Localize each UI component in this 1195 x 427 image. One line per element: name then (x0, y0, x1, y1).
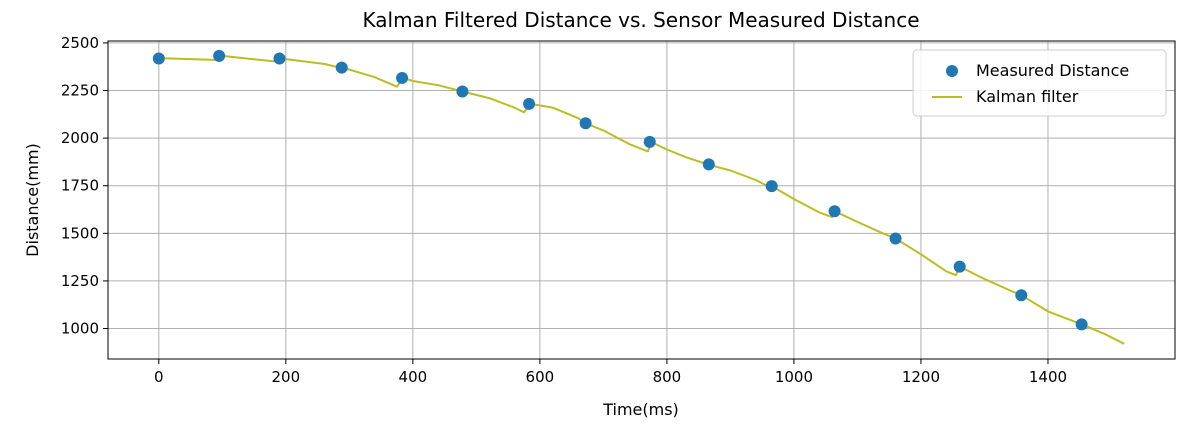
y-tick-label: 1500 (61, 224, 99, 242)
y-tick-label: 2000 (61, 129, 99, 147)
measured-distance-point (643, 135, 656, 148)
measured-distance-point (702, 158, 715, 171)
y-axis-label: Distance(mm) (23, 143, 42, 257)
x-tick-label: 400 (399, 368, 428, 386)
measured-distance-series (152, 49, 1088, 331)
x-tick-label: 1000 (775, 368, 813, 386)
kalman-filter-series (158, 54, 1125, 345)
y-axis: 1000 1250 1500 1750 2000 2250 2500 (61, 34, 108, 338)
x-tick-label: 1400 (1029, 368, 1067, 386)
legend: Measured Distance Kalman filter (912, 49, 1167, 117)
measured-distance-point (953, 260, 966, 273)
y-tick-label: 1750 (61, 177, 99, 195)
legend-marker-measured-distance (946, 65, 958, 77)
measured-distance-point (889, 232, 902, 245)
y-tick-label: 1250 (61, 272, 99, 290)
measured-distance-point (213, 49, 226, 62)
chart-title: Kalman Filtered Distance vs. Sensor Meas… (363, 8, 920, 32)
measured-distance-point (335, 61, 348, 74)
y-tick-label: 1000 (61, 320, 99, 338)
kalman-filter-line (158, 54, 1125, 345)
measured-distance-point (1075, 318, 1088, 331)
measured-distance-point (828, 205, 841, 218)
measured-distance-point (456, 85, 469, 98)
y-tick-label: 2500 (61, 34, 99, 52)
plot-frame (107, 40, 1176, 360)
measured-distance-point (765, 180, 778, 193)
measured-distance-point (523, 97, 536, 110)
x-tick-label: 600 (526, 368, 555, 386)
x-tick-label: 800 (653, 368, 682, 386)
legend-box (912, 49, 1167, 117)
legend-label-measured-distance: Measured Distance (976, 61, 1129, 80)
measured-distance-point (273, 52, 286, 65)
measured-distance-point (152, 52, 165, 65)
y-tick-label: 2250 (61, 82, 99, 100)
measured-distance-point (1015, 289, 1028, 302)
x-tick-label: 1200 (902, 368, 940, 386)
measured-distance-point (579, 117, 592, 130)
x-tick-label: 200 (272, 368, 301, 386)
x-axis-label: Time(ms) (602, 400, 679, 419)
legend-label-kalman-filter: Kalman filter (976, 87, 1079, 106)
measured-distance-point (396, 71, 409, 84)
x-axis: 0 200 400 600 800 1000 1200 1400 (154, 359, 1067, 386)
x-tick-label: 0 (154, 368, 164, 386)
